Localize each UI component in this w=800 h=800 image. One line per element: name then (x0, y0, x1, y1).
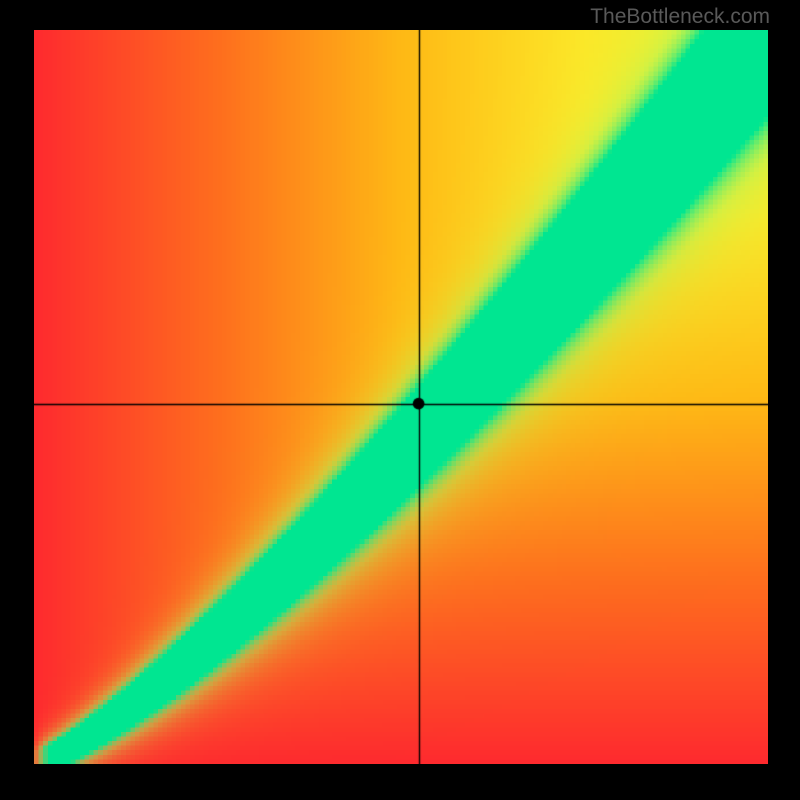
chart-stage: TheBottleneck.com (0, 0, 800, 800)
watermark-text: TheBottleneck.com (590, 5, 770, 29)
crosshair-overlay (34, 30, 768, 764)
